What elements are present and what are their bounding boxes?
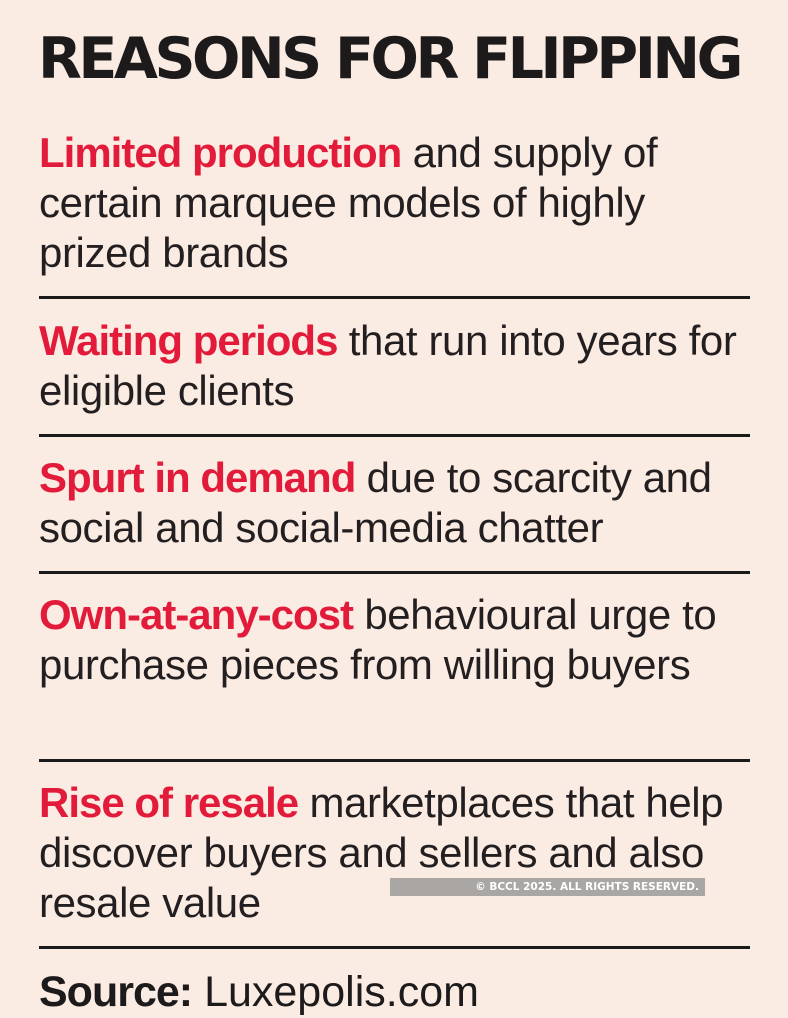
reason-highlight: Rise of resale (39, 779, 299, 826)
reason-highlight: Waiting periods (39, 317, 338, 364)
reason-text: that run into years for eligible clients (39, 317, 737, 414)
reason-highlight: Limited production (39, 129, 402, 176)
page-title: REASONS FOR FLIPPING (38, 26, 743, 92)
reason-item: Limited production and supply of certain… (39, 128, 754, 278)
divider (39, 571, 750, 574)
source-line: Source: Luxepolis.com (39, 966, 479, 1018)
source-value: Luxepolis.com (204, 968, 479, 1016)
reason-text: and supply of certain marquee models of … (39, 129, 658, 276)
source-label: Source: (39, 968, 193, 1016)
reason-item: Own-at-any-cost behavioural urge to purc… (39, 590, 739, 690)
divider (39, 946, 750, 949)
reason-item: Waiting periods that run into years for … (39, 316, 754, 416)
divider (39, 434, 750, 437)
divider (39, 296, 750, 299)
copyright-watermark: © BCCL 2025. ALL RIGHTS RESERVED. (390, 878, 705, 896)
reason-text: marketplaces that help discover buyers a… (39, 779, 724, 926)
reason-highlight: Own-at-any-cost (39, 591, 354, 638)
reason-text: behavioural urge to purchase pieces from… (39, 591, 717, 688)
reason-highlight: Spurt in demand (39, 454, 356, 501)
divider (39, 759, 750, 762)
reason-item: Rise of resale marketplaces that help di… (39, 778, 754, 928)
reason-text: due to scarcity and social and social-me… (39, 454, 712, 551)
reason-item: Spurt in demand due to scarcity and soci… (39, 453, 754, 553)
